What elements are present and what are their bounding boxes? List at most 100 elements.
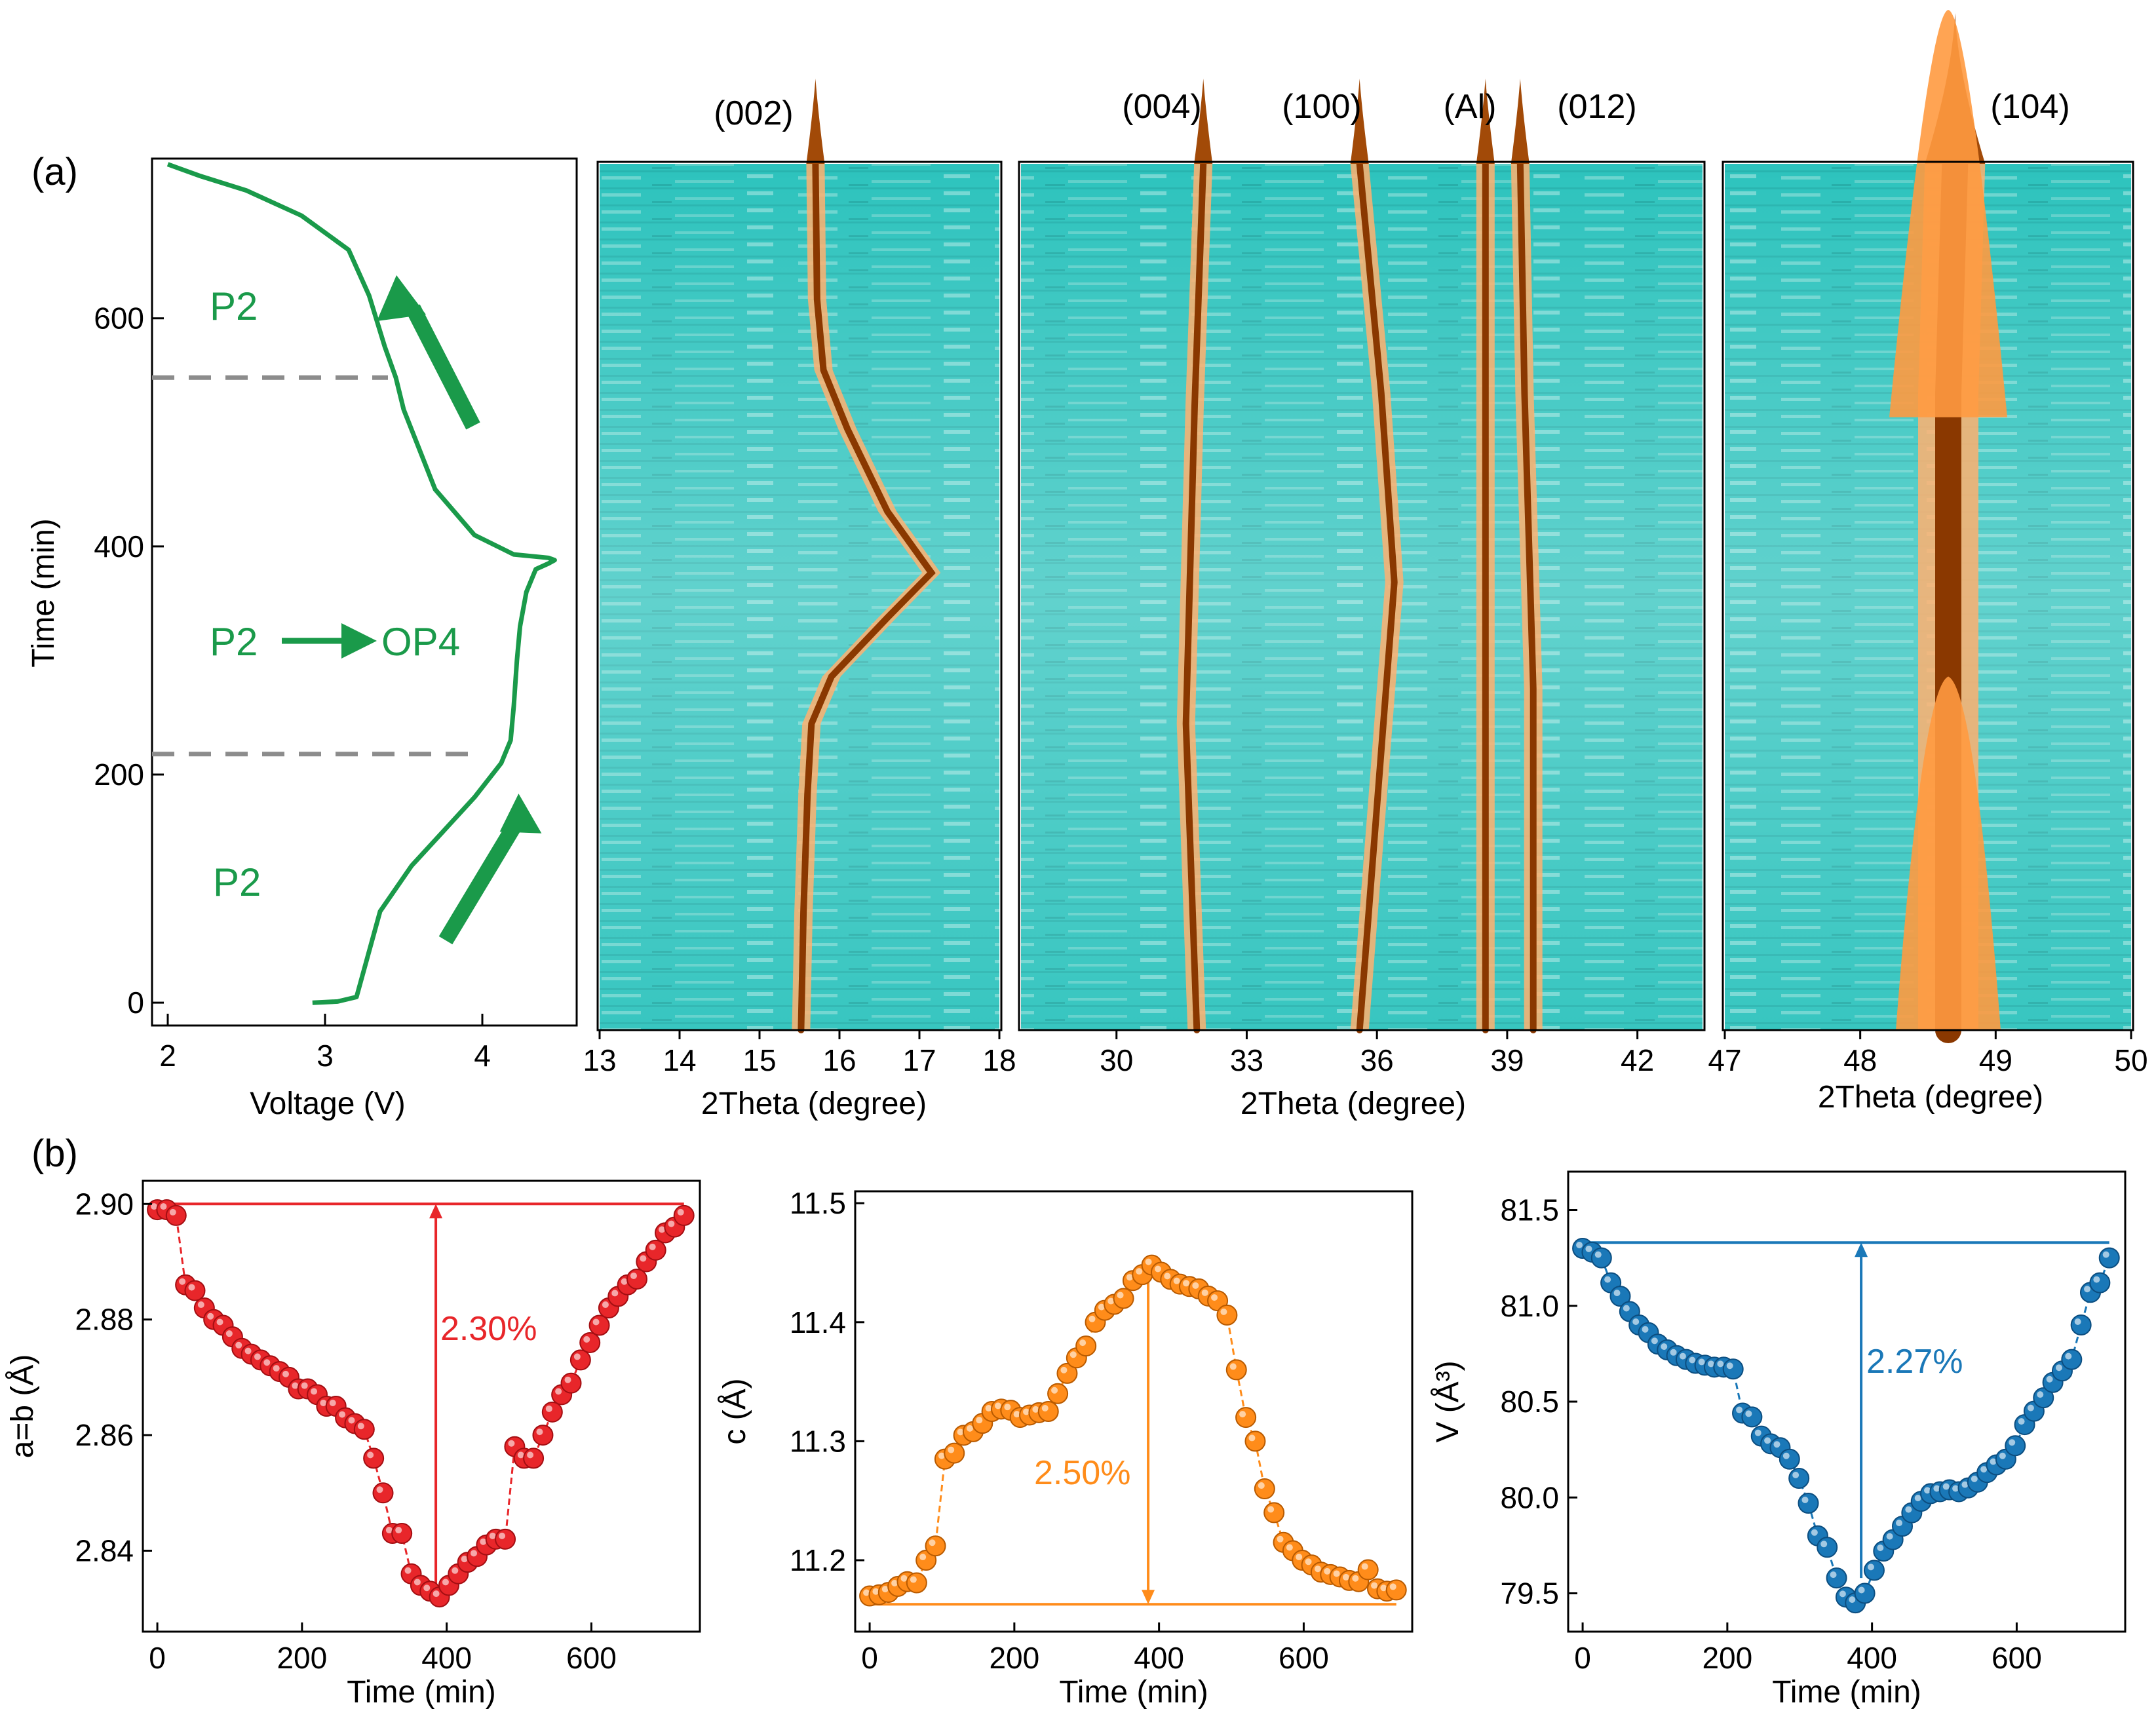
data-point-highlight [235, 1341, 242, 1349]
voltage-ytick-label: 0 [127, 986, 144, 1020]
ytick-label: 80.0 [1500, 1480, 1559, 1514]
phase-label-mid-from: P2 [210, 620, 258, 664]
data-point-highlight [367, 1451, 374, 1459]
discharge-arrow [377, 275, 480, 430]
scatter-xlabel: Time (min) [1059, 1675, 1208, 1710]
data-point [363, 1448, 385, 1469]
data-point-highlight [1239, 1411, 1246, 1418]
data-point-highlight [994, 1402, 1001, 1410]
data-point [1854, 1582, 1876, 1604]
xtick-label: 0 [861, 1641, 878, 1675]
data-point-highlight [1107, 1297, 1115, 1305]
data-point-highlight [1877, 1544, 1884, 1552]
data-point [1590, 1247, 1612, 1269]
data-point-highlight [863, 1589, 870, 1596]
xrd-peak-core [1356, 161, 1398, 1033]
data-point-highlight [1201, 1289, 1208, 1296]
xrd-002-peaks [792, 79, 941, 1033]
a-parameter-panel: 0 200 400 600 2.84 2.86 2.88 2.90 Time (min) a=b … [5, 1179, 701, 1710]
xrd-panel-002: 13 14 15 16 17 18 2Theta (degree) [583, 79, 1016, 1121]
data-point-highlight [1117, 1292, 1124, 1299]
data-point [1741, 1406, 1763, 1428]
data-point-highlight [404, 1567, 412, 1574]
data-point-highlight [517, 1451, 524, 1459]
data-point-highlight [919, 1554, 927, 1561]
data-point-highlight [461, 1556, 468, 1563]
xrd-peak-spike [1476, 79, 1495, 164]
data-point-highlight [1051, 1387, 1058, 1394]
data-point-highlight [1980, 1466, 1988, 1473]
xrd-xtick-label: 33 [1230, 1043, 1263, 1077]
data-point-highlight [1136, 1268, 1143, 1275]
xrd-xtick-label: 15 [742, 1043, 776, 1077]
data-point-highlight [348, 1417, 355, 1424]
change-arrow-head [429, 1204, 443, 1219]
voltage-ytick-label: 400 [94, 529, 144, 564]
data-point-highlight [564, 1376, 571, 1383]
xrd-peak-core [1516, 161, 1537, 1033]
ytick-label: 2.86 [75, 1418, 134, 1452]
peak-label: (100) [1282, 88, 1361, 126]
charge-arrow [438, 794, 542, 945]
xrd-xtick-label: 18 [982, 1043, 1016, 1077]
data-point [560, 1372, 582, 1394]
data-point-highlight [957, 1429, 964, 1436]
data-point-highlight [292, 1382, 299, 1389]
data-point-highlight [282, 1370, 289, 1377]
data-point [906, 1572, 927, 1594]
data-point-highlight [1286, 1544, 1293, 1551]
data-point [579, 1332, 601, 1353]
data-point-highlight [1745, 1410, 1752, 1417]
data-point-highlight [499, 1532, 506, 1539]
data-point-highlight [471, 1550, 477, 1557]
data-point-highlight [2084, 1286, 2091, 1293]
xrd-peak-core [1182, 161, 1207, 1033]
percent-change-label: 2.27% [1866, 1343, 1963, 1381]
data-point-highlight [329, 1400, 336, 1406]
data-point-highlight [1632, 1318, 1640, 1325]
data-point [1254, 1478, 1275, 1500]
data-point-highlight [2027, 1404, 2034, 1411]
xrd-xtick-label: 14 [663, 1043, 696, 1077]
data-point-highlight [592, 1318, 600, 1326]
data-point-highlight [1726, 1362, 1733, 1370]
data-point [673, 1204, 695, 1226]
xtick-label: 200 [989, 1641, 1039, 1675]
data-point-highlight [573, 1353, 581, 1360]
ytick-label: 11.4 [790, 1305, 846, 1339]
data-point-highlight [433, 1590, 440, 1598]
voltage-xlabel: Voltage (V) [250, 1086, 405, 1121]
data-point-highlight [1849, 1596, 1856, 1603]
voltage-ytick-label: 600 [94, 301, 144, 336]
peak-label: (002) [714, 94, 793, 132]
peak-labels: (002) (004) (100) (Al) (012) (104) [714, 88, 2069, 132]
data-point-highlight [1867, 1563, 1874, 1571]
volume-panel: 0 200 400 600 79.5 80.0 80.5 81.0 81.5 Time (min)… [1431, 1170, 2127, 1710]
data-point [353, 1419, 375, 1440]
data-point-highlight [630, 1272, 637, 1279]
data-point-highlight [1952, 1485, 1959, 1492]
data-point-highlight [1004, 1404, 1011, 1411]
xtick-label: 600 [566, 1641, 617, 1675]
peak-label: (104) [1990, 88, 2069, 126]
data-point [1263, 1502, 1285, 1524]
data-point-highlight [910, 1576, 917, 1583]
data-point-highlight [1305, 1558, 1312, 1565]
data-point-highlight [1154, 1265, 1161, 1273]
data-point-highlight [2093, 1276, 2100, 1283]
data-point-highlight [1773, 1441, 1781, 1448]
data-point-highlight [1801, 1497, 1809, 1504]
data-point [1244, 1430, 1266, 1452]
ytick-label: 81.0 [1500, 1289, 1559, 1323]
data-point-highlight [2055, 1364, 2062, 1371]
data-point-highlight [1013, 1411, 1020, 1418]
data-point-highlight [1296, 1554, 1303, 1561]
data-point-highlight [169, 1208, 176, 1216]
xrd-peak-band [1176, 164, 1213, 1030]
data-point-highlight [1830, 1571, 1837, 1579]
xtick-label: 200 [1702, 1641, 1752, 1675]
data-point-highlight [1032, 1406, 1039, 1413]
xrd-mid-frame [1018, 161, 1706, 1031]
panel-a-label: (a) [31, 151, 78, 193]
data-point-highlight [1079, 1339, 1087, 1347]
